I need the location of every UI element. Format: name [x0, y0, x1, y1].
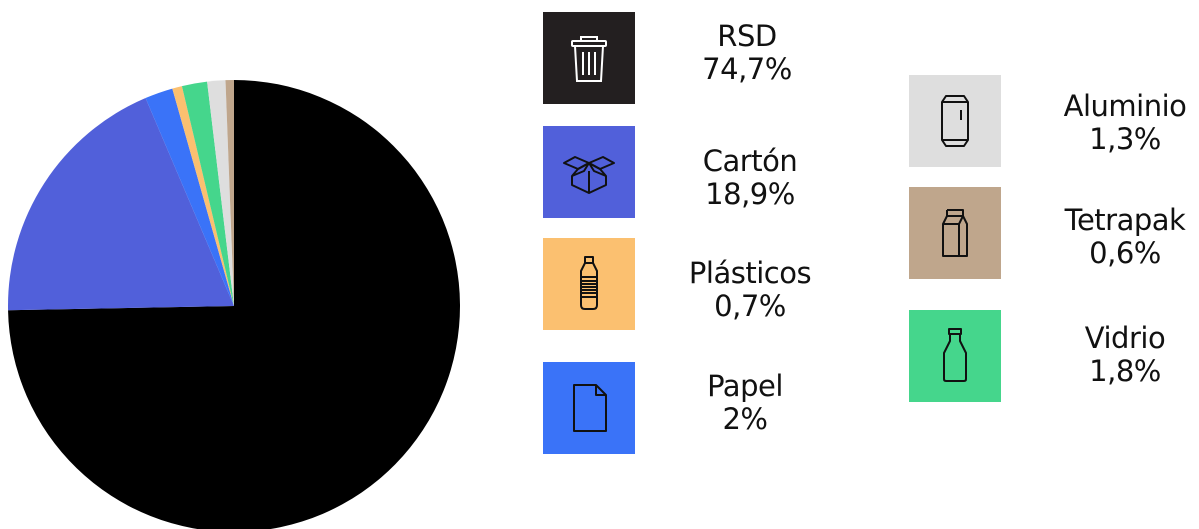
- legend-tile-aluminio: [909, 75, 1001, 167]
- plastic-bottle-icon: [580, 256, 598, 310]
- pie-slice-vidrio: [181, 81, 234, 307]
- legend-label-tetrapak: Tetrapak 0,6%: [1064, 203, 1186, 270]
- pie-slice-plasticos: [172, 86, 234, 306]
- pie-slice-tetrapak: [225, 80, 234, 306]
- pie-chart: [8, 80, 460, 529]
- legend-label-rsd: RSD 74,7%: [702, 19, 792, 86]
- legend-tile-tetrapak: [909, 187, 1001, 279]
- carton-pack-icon: [942, 209, 968, 257]
- pie-slice-papel: [145, 88, 234, 306]
- glass-bottle-icon: [943, 328, 967, 382]
- box-icon: [563, 156, 615, 194]
- legend-tile-plasticos: [543, 238, 635, 330]
- can-icon: [941, 95, 969, 147]
- legend-tile-vidrio: [909, 310, 1001, 402]
- trash-bin-icon: [571, 36, 607, 82]
- paper-sheet-icon: [573, 384, 607, 432]
- legend-label-aluminio: Aluminio 1,3%: [1063, 89, 1187, 156]
- legend-tile-rsd: [543, 12, 635, 104]
- legend-label-carton: Cartón 18,9%: [702, 144, 798, 211]
- legend-label-papel: Papel 2%: [707, 369, 783, 436]
- legend-tile-papel: [543, 362, 635, 454]
- legend-label-vidrio: Vidrio 1,8%: [1084, 321, 1166, 388]
- legend-tile-carton: [543, 126, 635, 218]
- pie-slice-aluminio: [207, 80, 234, 306]
- pie-slice-carton: [8, 98, 235, 311]
- pie-slice-rsd: [8, 80, 460, 529]
- legend-label-plasticos: Plásticos 0,7%: [688, 256, 812, 323]
